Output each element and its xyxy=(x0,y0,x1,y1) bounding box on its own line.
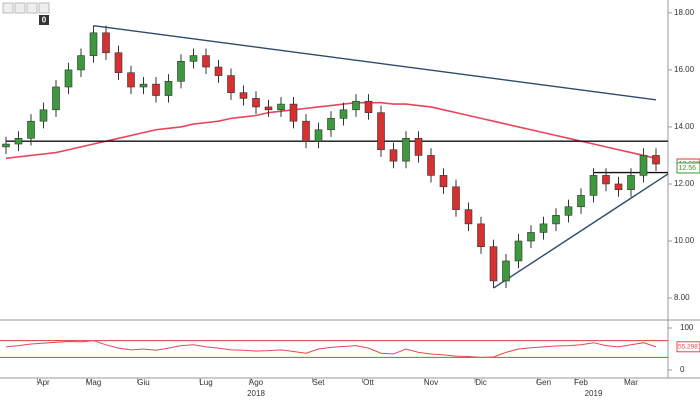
candle-body xyxy=(164,80,173,96)
y-tick-label: 16.00 xyxy=(674,65,695,74)
x-tick-label: Feb xyxy=(574,378,588,387)
candle-body xyxy=(227,75,235,93)
moving-average xyxy=(5,101,657,160)
x-tick-label: Gen xyxy=(536,378,551,387)
candle-body xyxy=(527,232,535,242)
x-tick-label: Ott xyxy=(363,378,374,387)
tool-button[interactable] xyxy=(14,2,26,14)
candle-body xyxy=(77,55,85,71)
rsi-tick-label: 100 xyxy=(680,323,694,332)
rsi-value-box xyxy=(676,341,700,353)
candle-body xyxy=(27,120,35,139)
year-label: 2018 xyxy=(247,389,265,398)
candle-body xyxy=(214,66,223,76)
candle-body xyxy=(127,72,135,88)
candle-body xyxy=(314,129,323,142)
candle-body xyxy=(489,246,498,282)
candle-body xyxy=(452,186,460,210)
candle-body xyxy=(502,260,510,282)
candle-body xyxy=(89,32,98,56)
price-label: 12.56 xyxy=(679,165,697,172)
candle-body xyxy=(102,32,110,54)
candle-body xyxy=(2,143,10,148)
candle-body xyxy=(177,61,185,82)
trend-line xyxy=(493,173,669,289)
rsi-line xyxy=(5,340,657,358)
candle-body xyxy=(239,92,248,99)
toolbar[interactable]: 0 xyxy=(2,2,50,25)
y-tick-label: 12.00 xyxy=(674,179,695,188)
y-tick-label: 18.00 xyxy=(674,8,695,17)
candle-body xyxy=(602,175,610,185)
candle-body xyxy=(627,175,635,190)
candle-body xyxy=(552,215,560,225)
counter: 0 xyxy=(42,16,47,25)
x-tick-label: Lug xyxy=(199,378,212,387)
candle-body xyxy=(289,103,298,122)
candle-body xyxy=(364,100,373,113)
x-tick-label: Set xyxy=(312,378,325,387)
candle-body xyxy=(577,195,585,208)
y-tick-label: 8.00 xyxy=(674,293,690,302)
candle-body xyxy=(477,223,485,247)
candle-body xyxy=(352,100,360,111)
candle-body xyxy=(202,55,210,68)
x-tick-label: Giu xyxy=(137,378,149,387)
tool-button[interactable] xyxy=(38,2,50,14)
candle-body xyxy=(439,175,448,188)
candle-body xyxy=(114,52,123,74)
candle-body xyxy=(377,112,385,151)
x-tick-label: Apr xyxy=(37,378,50,387)
candle-body xyxy=(427,155,435,176)
rsi-value-label: 55.2981 xyxy=(678,343,700,350)
rsi-tick-label: 0 xyxy=(680,365,685,374)
candle-body xyxy=(264,106,273,111)
candle-body xyxy=(589,175,598,196)
candle-body xyxy=(327,118,335,131)
candle-body xyxy=(302,120,310,142)
candle-body xyxy=(414,138,423,156)
counter-badge xyxy=(39,15,49,25)
y-tick-label: 14.00 xyxy=(674,122,695,131)
candle-body xyxy=(389,149,398,162)
candle-body xyxy=(402,138,410,162)
candle-body xyxy=(39,109,48,122)
candle-body xyxy=(514,240,523,262)
tool-button[interactable] xyxy=(26,2,38,14)
candle-body xyxy=(339,109,348,119)
candle-body xyxy=(139,83,148,88)
x-tick-label: Dic xyxy=(475,378,487,387)
x-tick-label: Ago xyxy=(249,378,264,387)
candle-body xyxy=(152,83,160,96)
tool-button[interactable] xyxy=(2,2,14,14)
candle-body xyxy=(189,55,198,62)
y-tick-label: 10.00 xyxy=(674,236,695,245)
candle-body xyxy=(614,183,623,190)
price-label-box xyxy=(676,162,700,174)
candle-body xyxy=(464,209,473,225)
x-tick-label: Nov xyxy=(424,378,438,387)
candle-body xyxy=(639,155,648,176)
year-label: 2019 xyxy=(585,389,603,398)
candle-body xyxy=(652,155,660,165)
candle-body xyxy=(277,103,285,111)
x-tick-label: Mar xyxy=(624,378,638,387)
x-tick-label: Mag xyxy=(86,378,102,387)
candle-body xyxy=(64,69,73,88)
trend-line xyxy=(93,24,657,101)
candle-body xyxy=(14,138,23,145)
candle-body xyxy=(564,206,573,216)
candle-body xyxy=(539,223,548,233)
candle-body xyxy=(52,86,60,111)
candle-body xyxy=(252,98,260,108)
